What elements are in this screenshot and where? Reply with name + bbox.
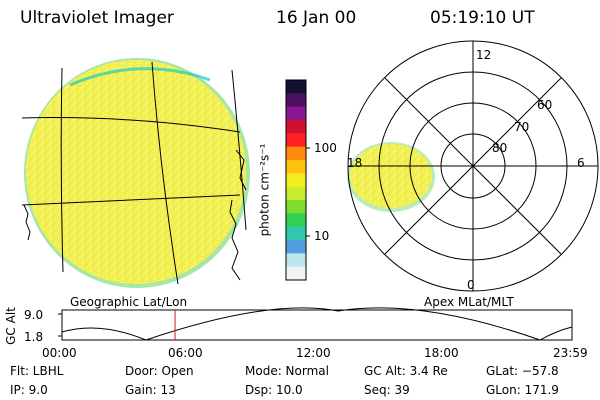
limb-bright-edge xyxy=(69,67,211,87)
earth-disk-image xyxy=(26,60,246,284)
mode-readout: Mode: Normal xyxy=(245,364,329,378)
coastline xyxy=(23,204,31,241)
colorbar-segment xyxy=(286,93,306,108)
mlt-label-18: 18 xyxy=(347,156,363,170)
colorbar-segment xyxy=(286,213,306,228)
lat-lon-grid xyxy=(21,61,247,285)
mlt-label-0: 0 xyxy=(467,278,475,292)
mlt-label-6: 6 xyxy=(577,156,585,170)
geographic-panel-label: Geographic Lat/Lon xyxy=(70,295,188,309)
altitude-curve xyxy=(61,307,573,341)
seq-readout: Seq: 39 xyxy=(364,383,410,397)
altitude-plot xyxy=(58,307,573,341)
mlat-label-60: 60 xyxy=(537,98,553,112)
colorbar-segment xyxy=(286,173,306,188)
colorbar-frame xyxy=(285,79,307,281)
colorbar-segment xyxy=(286,120,306,134)
longitude-line xyxy=(60,67,64,273)
coastline xyxy=(229,199,241,281)
colorbar-segment xyxy=(286,226,306,241)
glat-readout: GLat: −57.8 xyxy=(486,364,559,378)
mlt-label-12: 12 xyxy=(476,48,492,62)
auroral-oval-image xyxy=(350,144,432,208)
mlat-label-80: 80 xyxy=(492,141,508,155)
colorbar-segment xyxy=(286,106,306,121)
colorbar-segment xyxy=(286,133,306,148)
colorbar xyxy=(286,80,306,281)
altitude-plot-frame xyxy=(61,309,573,341)
colorbar-tick-label-10: 10 xyxy=(314,229,330,243)
altitude-xtick: 12:00 xyxy=(296,346,331,360)
colorbar-tick-label-100: 100 xyxy=(314,141,337,155)
colorbar-segment xyxy=(286,266,306,281)
colorbar-segment xyxy=(286,186,306,201)
colorbar-segment xyxy=(286,240,306,254)
instrument-title: Ultraviolet Imager xyxy=(20,8,174,28)
coastline xyxy=(235,149,247,191)
glon-readout: GLon: 171.9 xyxy=(486,383,559,397)
altitude-xtick: 18:00 xyxy=(424,346,459,360)
time-label: 05:19:10 UT xyxy=(430,8,535,28)
ip-readout: IP: 9.0 xyxy=(10,383,48,397)
colorbar-segment xyxy=(286,146,306,161)
altitude-xtick: 23:59 xyxy=(553,346,588,360)
latitude-line xyxy=(21,117,241,133)
gain-readout: Gain: 13 xyxy=(125,383,176,397)
polar-plot xyxy=(347,40,599,292)
dsp-readout: Dsp: 10.0 xyxy=(245,383,303,397)
door-readout: Door: Open xyxy=(125,364,194,378)
altitude-ylabel: GC Alt xyxy=(3,307,18,345)
colorbar-segment xyxy=(286,200,306,214)
latitude-line xyxy=(21,194,241,206)
gc-alt-readout: GC Alt: 3.4 Re xyxy=(364,364,448,378)
longitude-line xyxy=(151,61,179,285)
altitude-ytick-top: 9.0 xyxy=(24,308,44,322)
colorbar-segment xyxy=(286,80,306,94)
mlat-label-70: 70 xyxy=(514,120,530,134)
apex-panel-label: Apex MLat/MLT xyxy=(424,295,514,309)
altitude-xtick: 06:00 xyxy=(168,346,203,360)
filter-readout: Flt: LBHL xyxy=(10,364,64,378)
geographic-image-panel xyxy=(21,58,250,288)
colorbar-segment xyxy=(286,253,306,268)
altitude-xtick: 00:00 xyxy=(42,346,77,360)
mlt-spoke-diagonal xyxy=(384,77,562,255)
longitude-line xyxy=(231,69,247,231)
date-label: 16 Jan 00 xyxy=(276,8,357,28)
altitude-ytick-bottom: 1.8 xyxy=(24,330,44,344)
colorbar-units-label: photon cm⁻²s⁻¹ xyxy=(257,143,272,237)
colorbar-segment xyxy=(286,160,306,174)
